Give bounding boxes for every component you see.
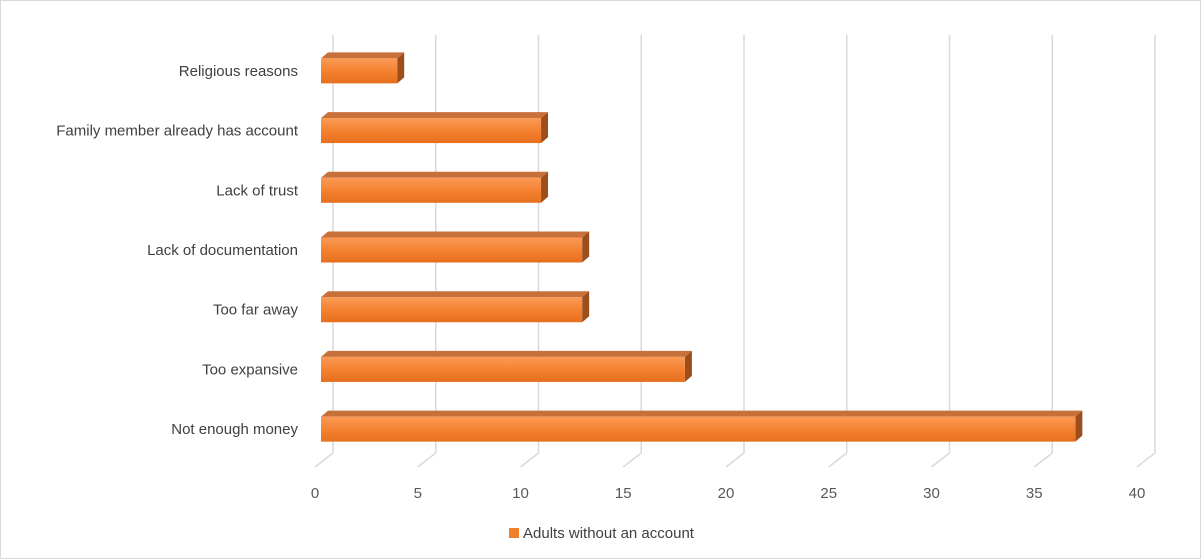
- x-tick-label: 25: [820, 485, 837, 502]
- x-tick-label: 30: [923, 485, 940, 502]
- bar-top: [321, 171, 549, 178]
- y-category-label: Not enough money: [171, 421, 298, 438]
- bar-side: [582, 291, 590, 323]
- bar: [321, 416, 1076, 442]
- gridline-floor: [828, 452, 848, 468]
- bar-top: [321, 52, 405, 59]
- x-tick-label: 40: [1129, 485, 1146, 502]
- bar-side: [541, 171, 549, 203]
- bar-side: [397, 52, 405, 84]
- gridline-floor: [520, 452, 539, 468]
- x-tick-label: 5: [414, 485, 422, 502]
- bar: [321, 356, 685, 382]
- bar: [321, 177, 542, 203]
- bar-top: [321, 291, 590, 298]
- y-category-label: Family member already has account: [56, 123, 299, 140]
- gridline-floor: [1033, 452, 1053, 468]
- gridline-floor: [314, 452, 334, 468]
- gridline-floor: [931, 452, 950, 468]
- bar: [321, 297, 583, 323]
- y-category-label: Lack of trust: [216, 182, 299, 199]
- bar-top: [321, 350, 692, 357]
- y-category-label: Religious reasons: [179, 63, 298, 80]
- x-tick-label: 20: [718, 485, 735, 502]
- legend: Adults without an account: [1, 525, 1201, 542]
- bar: [321, 237, 583, 263]
- y-category-label: Too far away: [213, 302, 299, 319]
- x-tick-label: 0: [311, 485, 319, 502]
- bar-top: [321, 112, 549, 119]
- gridline-floor: [417, 452, 437, 468]
- gridline-floor: [725, 452, 745, 468]
- y-category-label: Too expansive: [202, 361, 298, 378]
- bar-top: [321, 410, 1083, 417]
- y-category-label: Lack of documentation: [147, 242, 298, 259]
- bar-side: [684, 350, 692, 382]
- bar-side: [541, 112, 549, 144]
- legend-swatch: [509, 528, 520, 539]
- bar-side: [1075, 410, 1083, 442]
- legend-label: Adults without an account: [523, 525, 694, 542]
- bar: [321, 58, 398, 84]
- bar: [321, 118, 542, 144]
- bar-top: [321, 231, 590, 238]
- bar-side: [582, 231, 590, 263]
- x-tick-label: 10: [512, 485, 529, 502]
- x-tick-label: 35: [1026, 485, 1043, 502]
- gridline-floor: [1136, 452, 1156, 468]
- x-tick-label: 15: [615, 485, 632, 502]
- gridline-floor: [622, 452, 642, 468]
